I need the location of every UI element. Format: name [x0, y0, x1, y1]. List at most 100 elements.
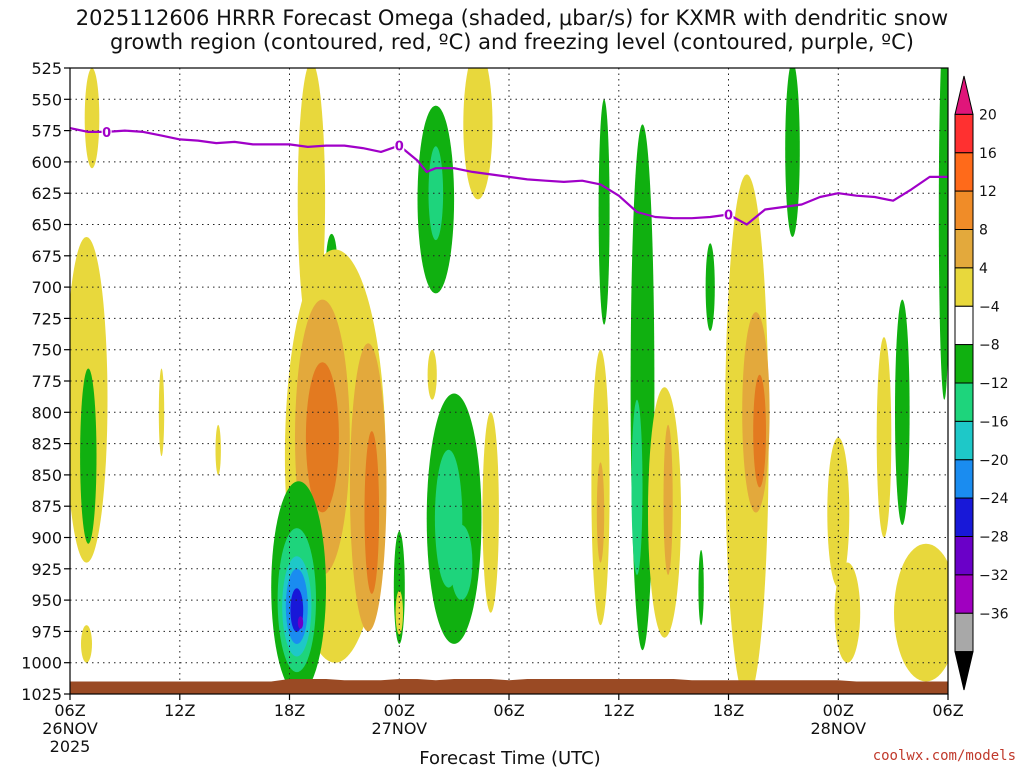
- y-tick-label-650: 650: [31, 216, 62, 235]
- x-tick-date-0: 26NOV: [42, 719, 98, 738]
- y-tick-label-675: 675: [31, 247, 62, 266]
- y-tick-label-575: 575: [31, 122, 62, 141]
- y-tick-label-950: 950: [31, 591, 62, 610]
- colorbar-segment-4: [954, 229, 974, 269]
- omega-cell-46: [894, 543, 948, 682]
- axes: 525 550 575 600 625 650 675 700 725 750 775 800 825 8…: [21, 59, 963, 756]
- colorbar-label-5: −4: [979, 299, 1000, 315]
- x-tick-date-18: 27NOV: [372, 719, 428, 738]
- colorbar-segment-3: [954, 190, 974, 231]
- x-tick-year-0: 2025: [50, 737, 91, 756]
- omega-cell-18: [297, 616, 304, 629]
- freezing-level-label-0: 0: [102, 126, 111, 141]
- colorbar-segment-6: [954, 305, 974, 346]
- omega-cell-3: [84, 68, 100, 169]
- colorbar-label-9: −20: [979, 453, 1009, 469]
- x-tick-label-30: 12Z: [603, 701, 634, 720]
- omega-cell-35: [663, 424, 673, 575]
- omega-cell-1: [80, 368, 97, 544]
- colorbar-label-13: −36: [979, 606, 1009, 622]
- y-tick-label-850: 850: [31, 466, 62, 485]
- omega-cell-28: [463, 68, 493, 200]
- x-tick-label-12: 18Z: [274, 701, 305, 720]
- omega-cell-33: [631, 399, 643, 575]
- omega-cell-40: [753, 374, 766, 488]
- colorbar-segment-0: [954, 75, 974, 115]
- y-tick-label-600: 600: [31, 153, 62, 172]
- colorbar-segment-14: [954, 612, 974, 653]
- colorbar-segment-13: [954, 574, 974, 614]
- omega-cell-23: [428, 146, 444, 241]
- freezing-label-bg-2: [723, 207, 734, 221]
- colorbar-label-6: −8: [979, 338, 1000, 354]
- colorbar-label-8: −16: [979, 414, 1009, 430]
- y-tick-label-925: 925: [31, 560, 62, 579]
- omega-cell-26: [450, 524, 473, 601]
- y-tick-label-800: 800: [31, 403, 62, 422]
- omega-cell-12: [364, 431, 380, 594]
- omega-cell-42: [827, 437, 850, 588]
- freezing-level-label-2: 0: [724, 209, 733, 224]
- colorbar-label-0: 20: [979, 107, 997, 123]
- freezing-level-line: [70, 127, 948, 226]
- colorbar-label-10: −24: [979, 491, 1009, 507]
- omega-cell-37: [705, 243, 715, 331]
- colorbar-label-11: −28: [979, 530, 1009, 546]
- omega-cell-41: [785, 68, 800, 237]
- omega-cell-27: [482, 412, 499, 613]
- x-tick-label-0: 06Z: [54, 701, 85, 720]
- y-tick-label-825: 825: [31, 435, 62, 454]
- y-tick-label-875: 875: [31, 497, 62, 516]
- gridlines: [70, 68, 948, 694]
- x-tick-label-42: 00Z: [823, 701, 854, 720]
- y-tick-label-525: 525: [31, 59, 62, 78]
- colorbar-segment-12: [954, 536, 974, 576]
- chart-title: 2025112606 HRRR Forecast Omega (shaded, …: [0, 6, 1024, 54]
- colorbar-segment-7: [954, 344, 974, 384]
- chart-title-line-1: 2025112606 HRRR Forecast Omega (shaded, …: [75, 6, 949, 30]
- colorbar-label-12: −32: [979, 568, 1009, 584]
- y-tick-label-550: 550: [31, 90, 62, 109]
- y-tick-label-975: 975: [31, 622, 62, 641]
- credit-text: coolwx.com/models: [873, 748, 1016, 764]
- colorbar-segment-2: [954, 152, 974, 192]
- colorbar-segment-9: [954, 420, 974, 461]
- colorbar-segment-8: [954, 382, 974, 422]
- omega-cell-21: [427, 349, 437, 400]
- omega-cell-43: [834, 562, 861, 663]
- colorbar-label-7: −12: [979, 376, 1009, 392]
- omega-cell-44: [876, 337, 892, 538]
- y-tick-label-750: 750: [31, 341, 62, 360]
- colorbar-label-1: 16: [979, 146, 997, 162]
- omega-shading: [70, 68, 948, 694]
- omega-cell-5: [215, 424, 221, 475]
- y-tick-label-775: 775: [31, 372, 62, 391]
- y-tick-label-625: 625: [31, 184, 62, 203]
- colorbar-label-3: 8: [979, 223, 988, 239]
- colorbar-segment-15: [954, 651, 974, 691]
- ground-surface: [70, 679, 948, 694]
- colorbar-segment-10: [954, 459, 974, 499]
- freezing-level-layer: 0 0 0: [70, 124, 948, 226]
- y-tick-label-1025: 1025: [21, 685, 62, 704]
- x-axis-title: Forecast Time (UTC): [419, 748, 600, 768]
- colorbar-segment-5: [954, 267, 974, 307]
- colorbar-label-4: 4: [979, 261, 988, 277]
- y-tick-label-725: 725: [31, 309, 62, 328]
- x-tick-label-48: 06Z: [932, 701, 963, 720]
- omega-cell-36: [698, 550, 704, 626]
- colorbar: 20 16 12 8 4 −4 −8 −12 −16 −20 −24 −28 −32 −36: [954, 75, 1009, 691]
- x-tick-label-36: 18Z: [713, 701, 744, 720]
- omega-cell-47: [938, 68, 948, 400]
- x-tick-label-6: 12Z: [164, 701, 195, 720]
- freezing-label-bg-0: [101, 124, 112, 138]
- omega-cell-31: [598, 99, 610, 325]
- omega-cell-30: [596, 462, 605, 563]
- freezing-level-label-1: 0: [395, 140, 404, 155]
- omega-cell-10: [305, 362, 339, 513]
- y-tick-label-700: 700: [31, 278, 62, 297]
- x-tick-date-42: 28NOV: [811, 719, 867, 738]
- colorbar-segment-11: [954, 497, 974, 538]
- x-tick-label-24: 06Z: [493, 701, 524, 720]
